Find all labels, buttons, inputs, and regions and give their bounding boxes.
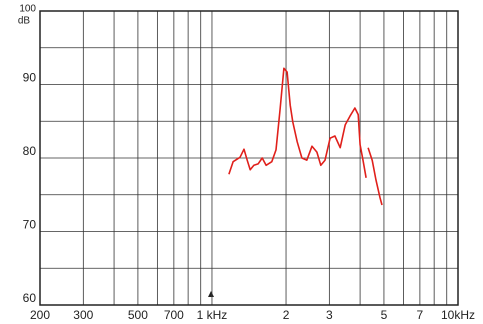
y-tick-label: 100 <box>19 4 36 15</box>
x-tick-label: 3 <box>326 308 333 322</box>
x-tick-label: 200 <box>30 308 50 322</box>
y-tick-label: 70 <box>23 218 37 232</box>
plot-frame <box>39 10 459 306</box>
x-tick-label: 500 <box>128 308 148 322</box>
kHz-marker <box>208 291 214 297</box>
y-axis-label: dB <box>18 16 31 27</box>
y-tick-label: 80 <box>23 144 37 158</box>
x-tick-label: 2 <box>283 308 290 322</box>
x-tick-label: 700 <box>164 308 184 322</box>
x-tick-label: 300 <box>73 308 93 322</box>
x-tick-label: 10kHz <box>441 308 475 322</box>
data-line <box>228 67 383 206</box>
y-tick-label: 90 <box>23 71 37 85</box>
x-tick-label: 7 <box>417 308 424 322</box>
x-tick-label: 1 kHz <box>197 308 228 322</box>
y-tick-label: 60 <box>23 291 37 305</box>
x-tick-label: 5 <box>381 308 388 322</box>
